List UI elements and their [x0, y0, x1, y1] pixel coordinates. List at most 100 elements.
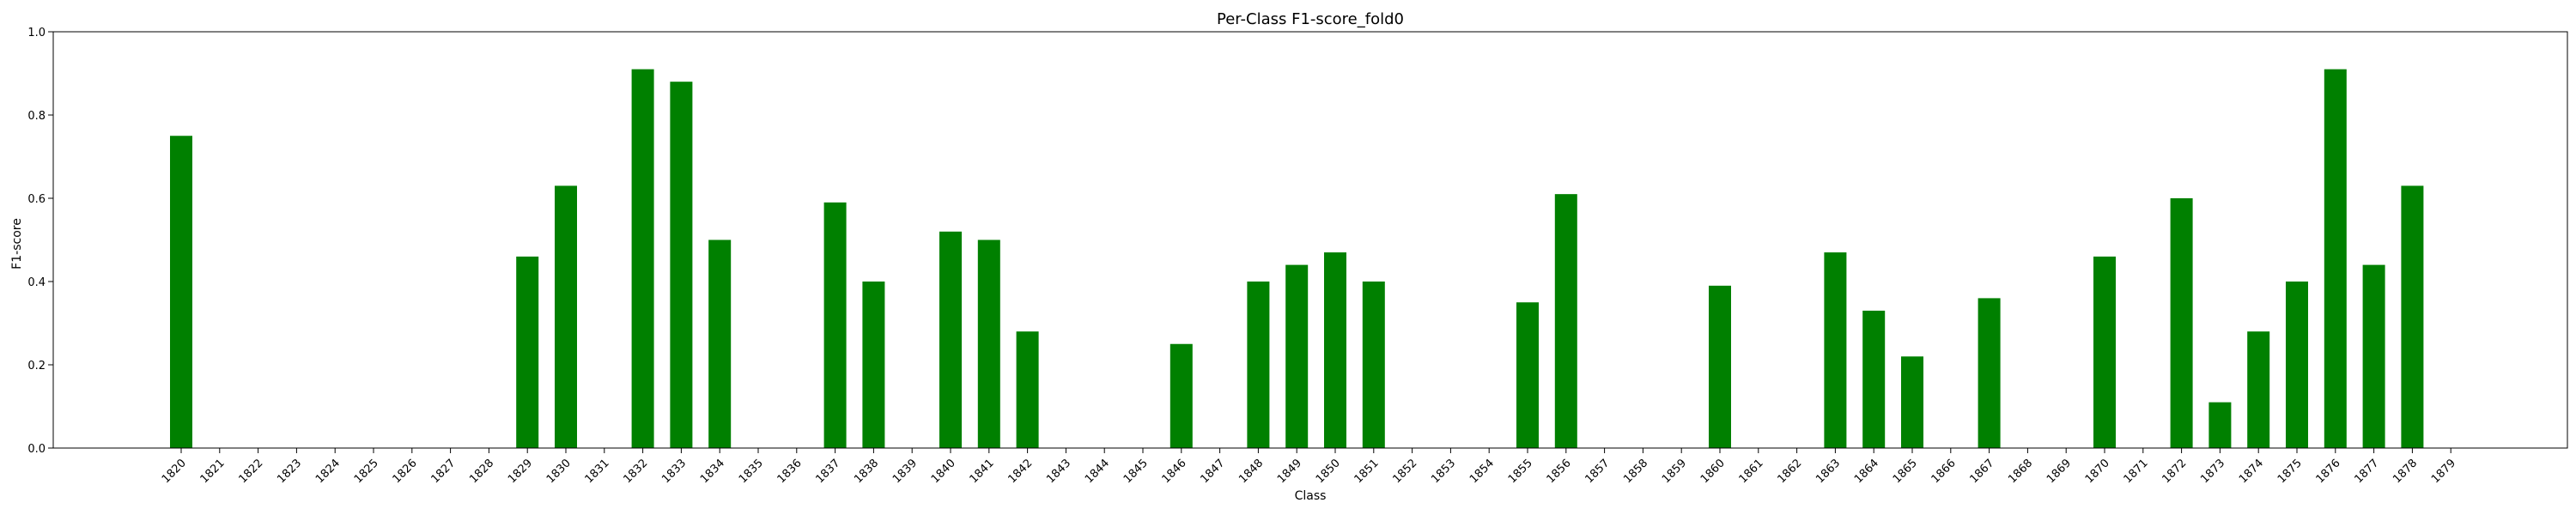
x-tick-label: 1853: [1429, 457, 1458, 486]
bar-1851: [1362, 282, 1385, 448]
x-tick-label: 1860: [1698, 457, 1728, 486]
bar-1878: [2401, 185, 2424, 448]
x-tick-label: 1829: [506, 457, 535, 486]
bar-1863: [1824, 252, 1847, 448]
x-tick-label: 1874: [2237, 457, 2266, 486]
y-tick-label: 1.0: [27, 27, 46, 39]
bar-1834: [708, 239, 732, 448]
bar-1829: [516, 256, 539, 448]
x-tick-label: 1841: [968, 457, 997, 486]
x-tick-label: 1835: [737, 457, 766, 486]
bar-1872: [2170, 198, 2193, 448]
x-tick-label: 1820: [160, 457, 189, 486]
x-tick-label: 1867: [1967, 457, 1996, 486]
x-tick-label: 1862: [1775, 457, 1804, 486]
x-tick-label: 1834: [698, 457, 727, 486]
chart-title: Per-Class F1-score_fold0: [1217, 10, 1404, 28]
x-tick-label: 1852: [1390, 457, 1419, 486]
plot-area: 0.0 0.2 0.4 0.6 0.8 1.0 1820 1821 1822 1823 1824 18…: [27, 27, 2568, 486]
bar-1833: [670, 82, 693, 448]
x-axis-label: Class: [1295, 489, 1327, 503]
bar-1855: [1516, 302, 1539, 448]
x-tick-label: 1858: [1621, 457, 1650, 486]
y-tick-label: 0.8: [27, 110, 46, 123]
x-tick-label: 1855: [1506, 457, 1535, 486]
x-tick-label: 1877: [2352, 457, 2381, 486]
x-tick-label: 1838: [852, 457, 881, 486]
bar-1841: [977, 239, 1000, 448]
bar-1856: [1554, 194, 1577, 448]
bar-1860: [1709, 285, 1731, 448]
x-tick-label: 1848: [1236, 457, 1266, 486]
bar-1840: [939, 231, 962, 448]
bar-1874: [2247, 331, 2270, 448]
x-tick-label: 1822: [236, 457, 265, 486]
x-tick-label: 1842: [1005, 457, 1035, 486]
x-tick-label: 1844: [1083, 457, 1112, 486]
x-tick-label: 1879: [2429, 457, 2458, 486]
x-tick-label: 1876: [2314, 457, 2343, 486]
x-tick-label: 1868: [2006, 457, 2035, 486]
bar-1838: [862, 282, 885, 448]
x-tick-label: 1830: [544, 457, 574, 486]
x-tick-label: 1833: [659, 457, 689, 486]
x-tick-label: 1878: [2391, 457, 2420, 486]
x-tick-label: 1837: [813, 457, 842, 486]
bar-1820: [170, 136, 192, 448]
x-tick-label: 1849: [1275, 457, 1304, 486]
bar-1848: [1247, 282, 1270, 448]
x-tick-label: 1828: [467, 457, 496, 486]
bar-1850: [1324, 252, 1346, 448]
x-tick-label: 1875: [2275, 457, 2305, 486]
bar-1832: [631, 69, 654, 449]
x-tick-label: 1821: [198, 457, 228, 486]
bar-1873: [2208, 402, 2232, 448]
x-tick-label: 1832: [621, 457, 650, 486]
x-tick-label: 1861: [1737, 457, 1766, 486]
x-tick-label: 1872: [2160, 457, 2189, 486]
x-tick-label: 1826: [391, 457, 420, 486]
bar-1830: [555, 185, 577, 448]
x-tick-label: 1839: [890, 457, 920, 486]
bar-1867: [1978, 298, 2001, 448]
x-tick-label: 1836: [775, 457, 805, 486]
x-tick-label: 1854: [1467, 457, 1497, 486]
x-tick-label: 1850: [1314, 457, 1343, 486]
x-tick-label: 1869: [2044, 457, 2074, 486]
x-tick-label: 1857: [1583, 457, 1612, 486]
y-tick-label: 0.2: [27, 360, 46, 373]
x-tick-label: 1831: [583, 457, 612, 486]
bar-1837: [823, 202, 847, 448]
bar-1865: [1901, 356, 1923, 448]
x-tick-label: 1865: [1891, 457, 1920, 486]
bar-1846: [1170, 343, 1193, 448]
plot-frame: [52, 31, 2568, 449]
x-tick-label: 1847: [1198, 457, 1227, 486]
x-tick-label: 1840: [929, 457, 958, 486]
bar-1849: [1285, 264, 1309, 448]
bar-1876: [2324, 69, 2347, 449]
bar-1875: [2286, 282, 2308, 448]
x-tick-label: 1825: [352, 457, 381, 486]
x-tick-label: 1866: [1929, 457, 1959, 486]
x-tick-label: 1864: [1852, 457, 1881, 486]
y-tick-label: 0.4: [27, 276, 46, 289]
x-tick-label: 1845: [1121, 457, 1151, 486]
bar-1864: [1862, 310, 1886, 448]
x-tick-label: 1870: [2083, 457, 2112, 486]
x-tick-label: 1856: [1545, 457, 1574, 486]
x-tick-label: 1851: [1352, 457, 1382, 486]
x-tick-label: 1843: [1044, 457, 1073, 486]
y-tick-label: 0.0: [27, 443, 46, 456]
bar-1877: [2362, 264, 2385, 448]
x-tick-label: 1863: [1814, 457, 1843, 486]
bar-1870: [2093, 256, 2116, 448]
y-axis-label: F1-score: [10, 218, 24, 270]
x-tick-label: 1873: [2198, 457, 2227, 486]
x-tick-label: 1824: [313, 457, 343, 486]
x-tick-label: 1846: [1160, 457, 1189, 486]
x-tick-label: 1823: [275, 457, 304, 486]
x-tick-label: 1859: [1660, 457, 1689, 486]
y-tick-label: 0.6: [27, 193, 46, 206]
